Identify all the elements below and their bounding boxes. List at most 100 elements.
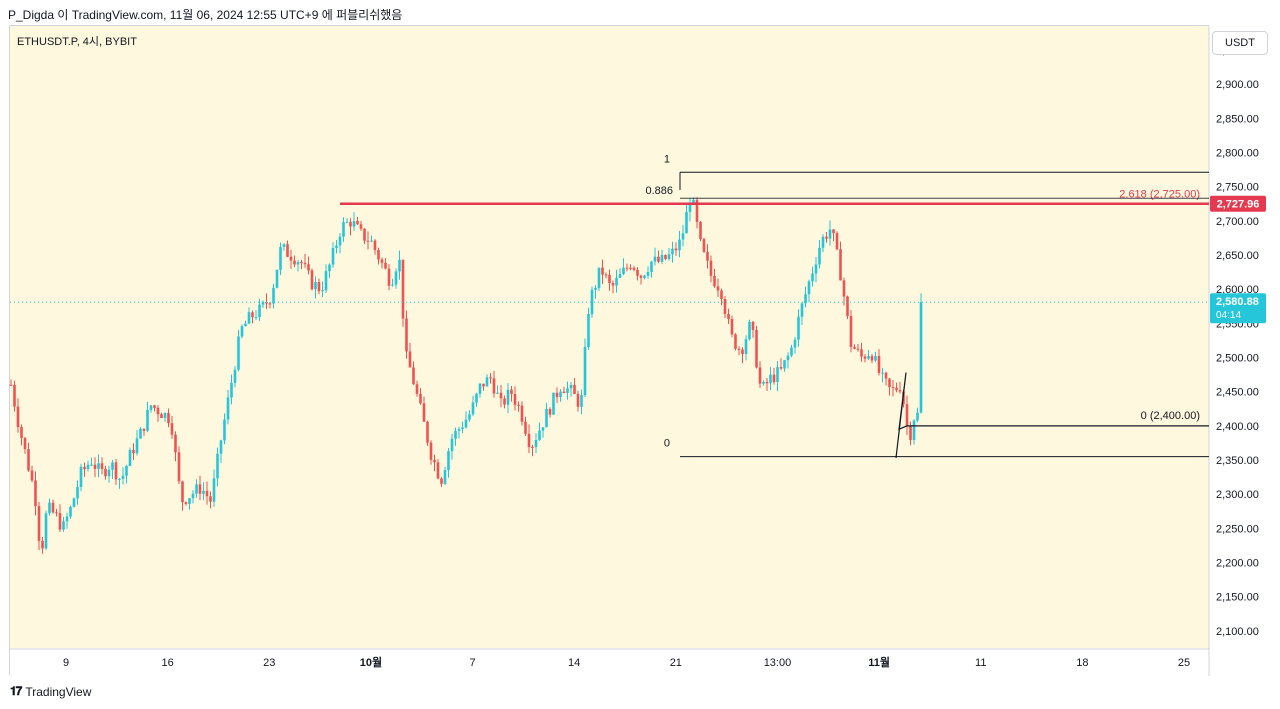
candle-body: [125, 465, 128, 476]
y-tick-label: 2,150.00: [1216, 592, 1259, 604]
candle-body: [254, 317, 258, 319]
candle-body: [429, 442, 433, 460]
candle-body: [345, 221, 349, 223]
candle-body: [919, 302, 923, 413]
candle-body: [146, 409, 149, 431]
candle-body: [520, 405, 524, 422]
candle-body: [384, 262, 387, 269]
candle-body: [881, 372, 884, 374]
candle-body: [685, 211, 688, 234]
candle-body: [559, 391, 562, 398]
candle-body: [506, 389, 510, 405]
candle-body: [212, 478, 216, 502]
candle-body: [898, 390, 902, 392]
candle-body: [174, 434, 177, 453]
candle-body: [321, 290, 324, 292]
candle-body: [303, 262, 307, 265]
candle-body: [786, 355, 790, 361]
resistance-badge-label: 2,727.96: [1217, 199, 1260, 211]
candle-body: [884, 372, 888, 379]
candle-body: [755, 329, 758, 368]
candle-body: [275, 269, 279, 288]
candle-body: [793, 339, 797, 348]
y-tick-label: 2,700.00: [1216, 216, 1259, 228]
candle-body: [76, 486, 79, 499]
candle-body: [34, 480, 37, 507]
candle-body: [128, 449, 132, 466]
candle-body: [695, 199, 699, 222]
candle-body: [860, 349, 863, 357]
y-tick-label: 2,350.00: [1216, 455, 1259, 467]
candle-body: [475, 393, 478, 403]
candle-body: [268, 303, 272, 305]
candle-body: [363, 228, 366, 241]
candle-body: [163, 413, 167, 418]
candle-body: [877, 356, 881, 373]
candle-body: [807, 281, 811, 295]
candle-body: [734, 334, 737, 349]
candle-body: [821, 236, 825, 248]
candle-body: [447, 451, 450, 470]
candle-body: [492, 378, 496, 394]
candle-body: [440, 478, 443, 484]
plot-area: [10, 26, 1209, 648]
candle-body: [55, 512, 58, 514]
candle-body: [44, 513, 48, 549]
candle-body: [608, 274, 611, 284]
candle-body: [531, 446, 534, 448]
candle-body: [107, 469, 111, 477]
candle-body: [664, 254, 667, 259]
candle-body: [510, 389, 513, 394]
x-tick-label: 9: [63, 657, 69, 669]
candle-body: [9, 384, 13, 386]
candle-body: [615, 277, 618, 286]
candle-body: [135, 438, 139, 454]
candle-body: [184, 502, 188, 504]
candle-body: [387, 268, 391, 286]
x-tick-label: 16: [162, 657, 174, 669]
candle-body: [478, 383, 482, 394]
candle-body: [867, 356, 870, 359]
candle-body: [394, 271, 398, 285]
candle-body: [111, 462, 114, 470]
candle-body: [590, 289, 594, 315]
candle-body: [667, 254, 671, 259]
candle-body: [408, 351, 412, 368]
candle-body: [370, 240, 373, 242]
y-tick-label: 2,800.00: [1216, 147, 1259, 159]
candle-body: [646, 272, 650, 276]
candle-body: [296, 262, 300, 265]
candle-body: [132, 449, 135, 454]
candle-body: [632, 267, 636, 270]
candle-body: [713, 275, 716, 287]
candle-body: [226, 397, 230, 420]
candle-body: [730, 319, 734, 335]
candle-body: [240, 326, 244, 337]
candle-body: [783, 360, 786, 369]
candle-body: [489, 377, 492, 379]
candle-body: [499, 392, 503, 399]
x-tick-label: 10월: [360, 655, 382, 669]
candle-body: [450, 438, 454, 452]
candle-body: [681, 233, 685, 240]
candle-body: [247, 312, 251, 324]
candle-body: [359, 224, 363, 229]
candle-body: [219, 440, 223, 454]
candle-body: [13, 384, 16, 407]
candle-body: [625, 267, 629, 269]
candle-body: [692, 199, 695, 205]
candle-body: [548, 409, 552, 415]
candle-body: [338, 236, 342, 246]
candle-body: [293, 260, 296, 265]
candle-body: [863, 356, 867, 359]
candle-body: [282, 244, 286, 247]
candle-body: [233, 369, 237, 383]
candle-body: [797, 316, 800, 340]
candle-body: [758, 367, 762, 384]
currency-button[interactable]: USDT: [1212, 31, 1268, 55]
candle-body: [776, 367, 779, 383]
candle-body: [555, 392, 559, 398]
candle-body: [804, 294, 807, 304]
candle-body: [216, 453, 219, 479]
